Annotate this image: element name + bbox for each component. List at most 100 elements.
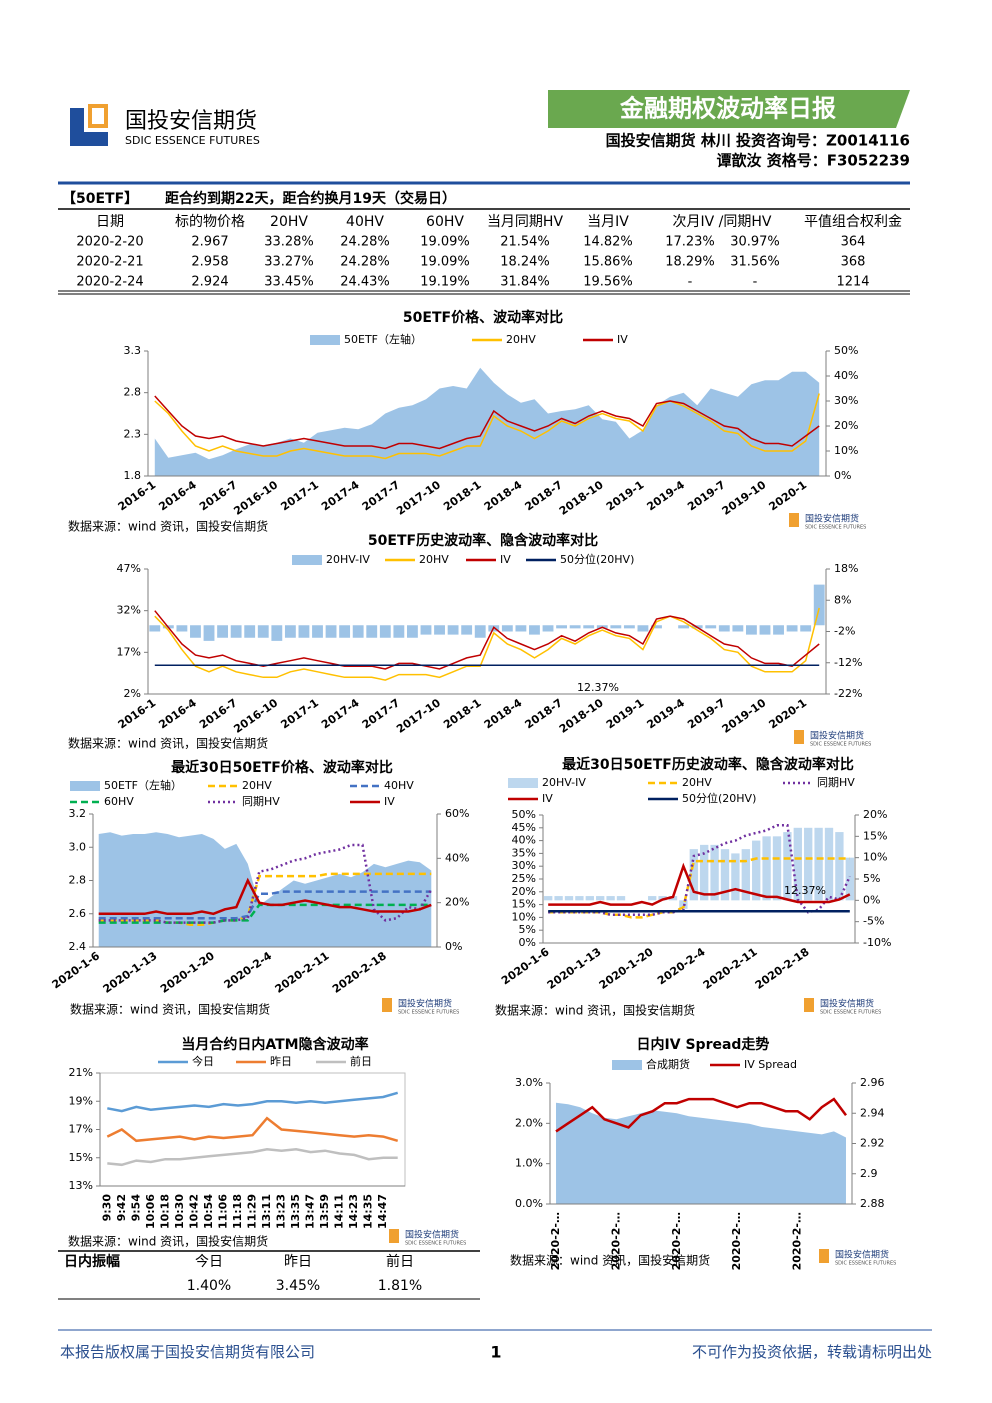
bar bbox=[515, 625, 527, 632]
legend-label: IV bbox=[500, 553, 511, 566]
watermark: 国投安信期货 bbox=[835, 1249, 889, 1261]
table-cell: 19.09% bbox=[420, 235, 470, 250]
x-tick-label: 14:11 bbox=[333, 1194, 346, 1229]
x-tick-label: 2020-2-… bbox=[791, 1212, 804, 1270]
y-tick-label: 2.8 bbox=[124, 386, 142, 399]
table-cell: 368 bbox=[841, 255, 866, 270]
bar bbox=[583, 625, 595, 629]
line bbox=[548, 862, 851, 906]
line bbox=[98, 843, 433, 924]
y2-tick-label: 18% bbox=[834, 562, 858, 575]
y2-tick-label: 15% bbox=[863, 829, 887, 842]
chart-title: 日内IV Spread走势 bbox=[637, 1036, 770, 1053]
y2-tick-label: 0% bbox=[863, 893, 880, 906]
watermark: 国投安信期货 bbox=[820, 998, 874, 1010]
y-tick-label: 3.3 bbox=[124, 344, 142, 357]
table-cell: 2020-2-20 bbox=[76, 235, 143, 250]
bar bbox=[658, 896, 667, 901]
source-note: 数据来源：wind 资讯，国投安信期货 bbox=[510, 1253, 710, 1268]
y-tick-label: 3.2 bbox=[69, 807, 87, 820]
bar bbox=[596, 896, 605, 901]
x-tick-label: 13:47 bbox=[304, 1194, 317, 1229]
bar bbox=[312, 625, 323, 638]
y2-tick-label: 8% bbox=[834, 593, 851, 606]
legend-label: 50分位(20HV) bbox=[682, 791, 756, 805]
line bbox=[154, 393, 820, 460]
table-cell: - bbox=[753, 275, 758, 290]
line bbox=[98, 877, 432, 916]
table-note: 距合约到期22天，距合约换月19天（交易日） bbox=[165, 190, 456, 207]
y2-tick-label: 2.96 bbox=[860, 1076, 885, 1089]
y2-tick-label: 10% bbox=[863, 851, 887, 864]
bar bbox=[786, 625, 798, 632]
bar bbox=[752, 840, 761, 901]
amplitude-header: 昨日 bbox=[284, 1254, 312, 1270]
y-tick-label: 35% bbox=[512, 846, 536, 859]
table-header: 次月IV /同期HV bbox=[673, 214, 772, 230]
x-tick-label: 11:18 bbox=[231, 1194, 244, 1229]
source-note: 数据来源：wind 资讯，国投安信期货 bbox=[495, 1003, 695, 1018]
y2-tick-label: 0% bbox=[445, 940, 462, 953]
bar bbox=[434, 625, 445, 635]
bar bbox=[244, 625, 256, 638]
bar bbox=[623, 625, 635, 629]
y-tick-label: 2.4 bbox=[69, 940, 87, 953]
y2-tick-label: 2.92 bbox=[860, 1137, 885, 1150]
bar bbox=[542, 625, 554, 632]
watermark-en: SDIC ESSENCE FUTURES bbox=[820, 1010, 881, 1016]
legend-label: 昨日 bbox=[270, 1055, 292, 1068]
legend-label: IV Spread bbox=[744, 1058, 797, 1071]
x-tick-label: 13:35 bbox=[289, 1194, 302, 1229]
y2-tick-label: 20% bbox=[445, 896, 469, 909]
table-cell: 24.43% bbox=[340, 275, 390, 290]
bar bbox=[203, 625, 215, 641]
table-cell: 2020-2-21 bbox=[76, 255, 143, 270]
report-title: 金融期权波动率日报 bbox=[619, 94, 836, 123]
bar bbox=[616, 896, 626, 901]
y-tick-label: 19% bbox=[69, 1094, 93, 1107]
legend-label: 50ETF（左轴） bbox=[104, 778, 182, 792]
bar bbox=[298, 625, 310, 638]
y-tick-label: 20% bbox=[512, 885, 536, 898]
watermark: 国投安信期货 bbox=[398, 998, 452, 1010]
line bbox=[98, 890, 432, 920]
bar bbox=[564, 896, 574, 901]
table-cell: 2020-2-24 bbox=[76, 275, 143, 290]
x-tick-label: 11:29 bbox=[246, 1194, 259, 1229]
y2-tick-label: -22% bbox=[834, 687, 862, 700]
y-tick-label: 21% bbox=[69, 1066, 93, 1079]
y-tick-label: 2.0% bbox=[515, 1116, 543, 1129]
footer-left: 本报告版权属于国投安信期货有限公司 bbox=[60, 1343, 315, 1361]
bar bbox=[773, 625, 784, 635]
chart-title: 当月合约日内ATM隐含波动率 bbox=[181, 1036, 368, 1053]
legend-swatch bbox=[70, 781, 100, 791]
table-cell: 31.56% bbox=[730, 255, 780, 270]
y2-tick-label: 2.94 bbox=[860, 1106, 885, 1119]
x-tick-label: 9:54 bbox=[129, 1194, 142, 1222]
bar bbox=[731, 853, 740, 901]
x-tick-label: 2020-2-… bbox=[730, 1212, 743, 1270]
y2-tick-label: 0% bbox=[834, 469, 851, 482]
table-header: 当月同期HV bbox=[487, 214, 564, 230]
y-tick-label: 3.0% bbox=[515, 1076, 543, 1089]
legend-label: 同期HV bbox=[242, 795, 280, 808]
bar bbox=[393, 625, 405, 638]
y2-tick-label: 20% bbox=[863, 808, 887, 821]
y-tick-label: 2.3 bbox=[124, 427, 142, 440]
bar bbox=[447, 625, 459, 635]
y-tick-label: 25% bbox=[512, 872, 536, 885]
bar bbox=[406, 625, 418, 638]
legend-label: 合成期货 bbox=[646, 1057, 690, 1071]
table-cell: 364 bbox=[841, 235, 866, 250]
legend-label: 20HV bbox=[682, 776, 712, 789]
bar bbox=[230, 625, 242, 638]
bar bbox=[554, 896, 563, 901]
y2-tick-label: 60% bbox=[445, 807, 469, 820]
bar bbox=[720, 849, 730, 901]
y-tick-label: 17% bbox=[69, 1123, 93, 1136]
watermark-icon bbox=[819, 1249, 829, 1263]
table-cell: 24.28% bbox=[340, 235, 390, 250]
amplitude-cell: 1.40% bbox=[187, 1278, 231, 1294]
bar bbox=[804, 827, 813, 901]
amplitude-cell: 1.81% bbox=[378, 1278, 422, 1294]
